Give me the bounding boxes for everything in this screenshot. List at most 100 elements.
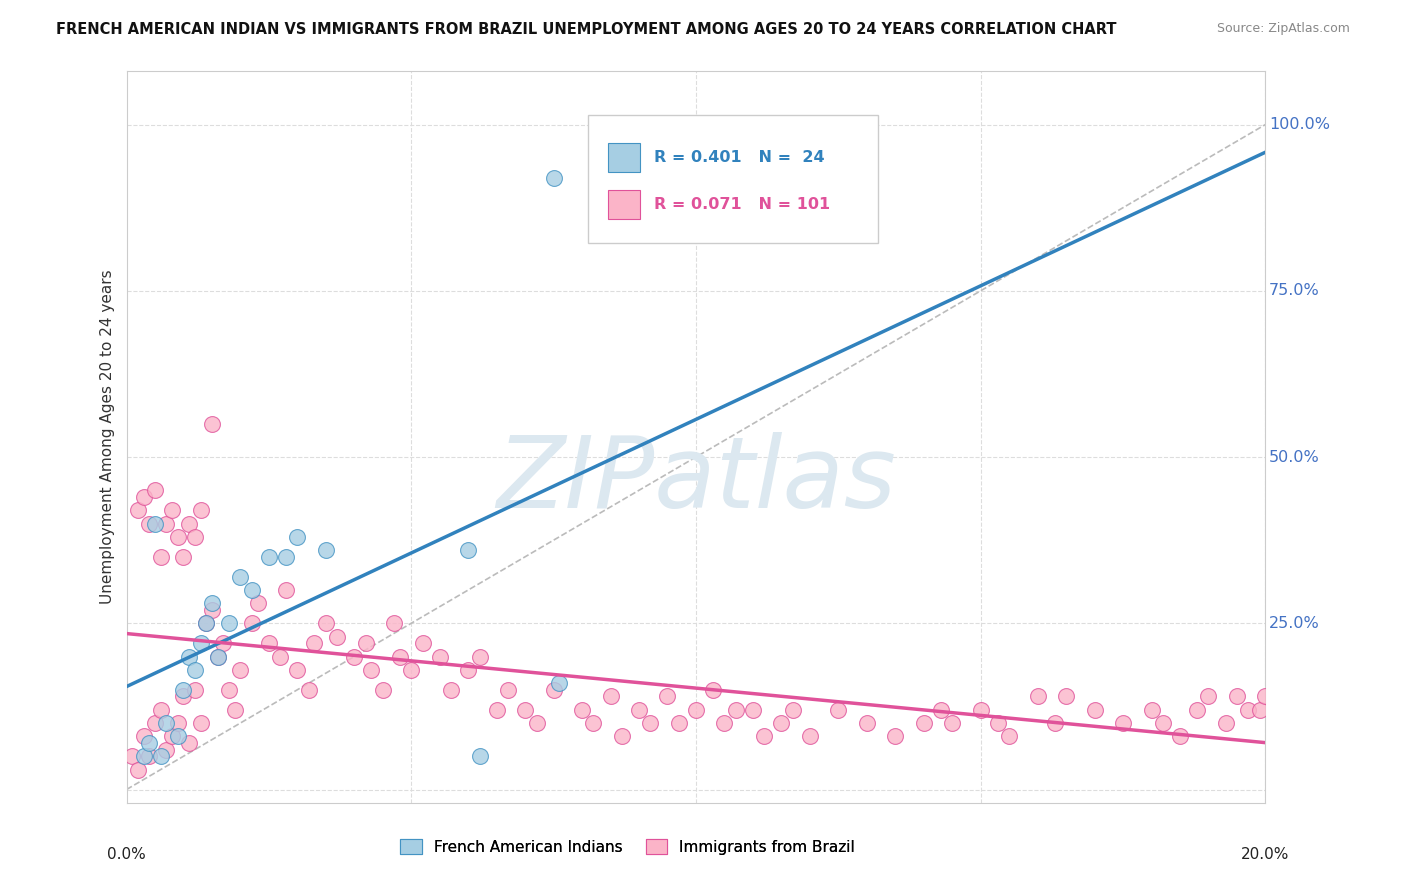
Point <box>912 716 935 731</box>
Point <box>121 749 143 764</box>
Point <box>543 170 565 185</box>
Point <box>315 543 337 558</box>
Point <box>1084 703 1107 717</box>
Text: Source: ZipAtlas.com: Source: ZipAtlas.com <box>1216 22 1350 36</box>
Point <box>343 649 366 664</box>
Point <box>143 716 166 731</box>
Point <box>782 703 804 717</box>
Point <box>195 616 218 631</box>
Point <box>287 530 309 544</box>
Point <box>496 682 519 697</box>
Point <box>742 703 765 717</box>
Point <box>218 682 240 697</box>
Point <box>440 682 463 697</box>
Point <box>138 516 160 531</box>
Text: 50.0%: 50.0% <box>1268 450 1320 465</box>
Point <box>195 616 218 631</box>
Point <box>218 616 240 631</box>
Point <box>172 682 194 697</box>
Point <box>884 729 907 743</box>
Point <box>548 676 571 690</box>
Point <box>1198 690 1220 704</box>
Point <box>724 703 747 717</box>
Point <box>143 516 166 531</box>
Point <box>207 649 229 664</box>
Point <box>257 549 280 564</box>
Point <box>371 682 394 697</box>
Bar <box>609 143 640 172</box>
Point <box>1254 690 1277 704</box>
Point <box>179 649 201 664</box>
Point <box>132 729 155 743</box>
Point <box>1215 716 1237 731</box>
Point <box>1112 716 1135 731</box>
Point <box>190 716 212 731</box>
Point <box>401 663 423 677</box>
Point <box>127 503 149 517</box>
Point <box>543 682 565 697</box>
Point <box>855 716 877 731</box>
Point <box>468 749 491 764</box>
Point <box>257 636 280 650</box>
Point <box>827 703 849 717</box>
Point <box>457 543 479 558</box>
Point <box>599 690 621 704</box>
Point <box>138 749 160 764</box>
Point <box>970 703 993 717</box>
Bar <box>609 190 640 219</box>
Point <box>799 729 821 743</box>
Point <box>240 616 263 631</box>
Point <box>155 742 177 756</box>
Point <box>172 549 194 564</box>
Point <box>640 716 662 731</box>
Point <box>429 649 451 664</box>
Point <box>274 549 297 564</box>
Point <box>388 649 411 664</box>
Point <box>929 703 952 717</box>
Point <box>224 703 246 717</box>
Point <box>702 682 724 697</box>
Point <box>770 716 793 731</box>
Point <box>127 763 149 777</box>
Text: R = 0.401   N =  24: R = 0.401 N = 24 <box>654 150 824 165</box>
Point <box>485 703 508 717</box>
Point <box>468 649 491 664</box>
Point <box>382 616 405 631</box>
Point <box>246 596 269 610</box>
Point <box>155 716 177 731</box>
Text: FRENCH AMERICAN INDIAN VS IMMIGRANTS FROM BRAZIL UNEMPLOYMENT AMONG AGES 20 TO 2: FRENCH AMERICAN INDIAN VS IMMIGRANTS FRO… <box>56 22 1116 37</box>
Point <box>149 549 172 564</box>
Point <box>179 736 201 750</box>
Point <box>201 417 224 431</box>
Point <box>987 716 1010 731</box>
Text: R = 0.071   N = 101: R = 0.071 N = 101 <box>654 197 830 212</box>
Point <box>610 729 633 743</box>
Point <box>1054 690 1077 704</box>
Text: 0.0%: 0.0% <box>107 847 146 862</box>
Point <box>287 663 309 677</box>
Point <box>155 516 177 531</box>
Point <box>628 703 651 717</box>
Point <box>354 636 377 650</box>
Point <box>207 649 229 664</box>
Point <box>1237 703 1260 717</box>
Point <box>138 736 160 750</box>
Point <box>571 703 593 717</box>
Point <box>166 729 188 743</box>
Text: 20.0%: 20.0% <box>1241 847 1289 862</box>
Point <box>304 636 326 650</box>
Point <box>269 649 291 664</box>
Point <box>998 729 1021 743</box>
Point <box>149 703 172 717</box>
Point <box>201 596 224 610</box>
Point <box>190 636 212 650</box>
Point <box>298 682 321 697</box>
Point <box>184 663 207 677</box>
Point <box>457 663 479 677</box>
Point <box>315 616 337 631</box>
Y-axis label: Unemployment Among Ages 20 to 24 years: Unemployment Among Ages 20 to 24 years <box>100 269 115 605</box>
Point <box>274 582 297 597</box>
Point <box>360 663 382 677</box>
Point <box>1249 703 1271 717</box>
Point <box>1185 703 1208 717</box>
